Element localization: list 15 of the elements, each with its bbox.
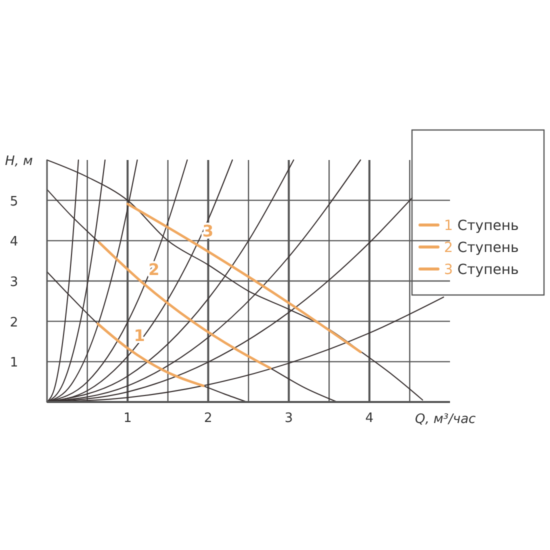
- x-tick-label: 4: [365, 411, 374, 426]
- annotation: 1: [134, 326, 145, 345]
- x-tick-label: 2: [204, 411, 212, 426]
- y-tick-label: 3: [10, 275, 18, 290]
- legend-label: 2 Ступень: [444, 240, 519, 256]
- x-tick-label: 1: [123, 411, 132, 426]
- x-tick-label: 3: [284, 411, 293, 426]
- x-axis-title: Q, м³/час: [415, 412, 476, 427]
- legend-label: 3 Ступень: [444, 262, 519, 278]
- y-tick-label: 4: [10, 234, 18, 250]
- y-axis-title: H, м: [5, 154, 34, 169]
- y-tick-label: 5: [10, 194, 18, 210]
- y-tick-label: 2: [10, 315, 18, 330]
- legend-label: 1 Ступень: [444, 218, 519, 234]
- y-tick-label: 1: [10, 356, 18, 371]
